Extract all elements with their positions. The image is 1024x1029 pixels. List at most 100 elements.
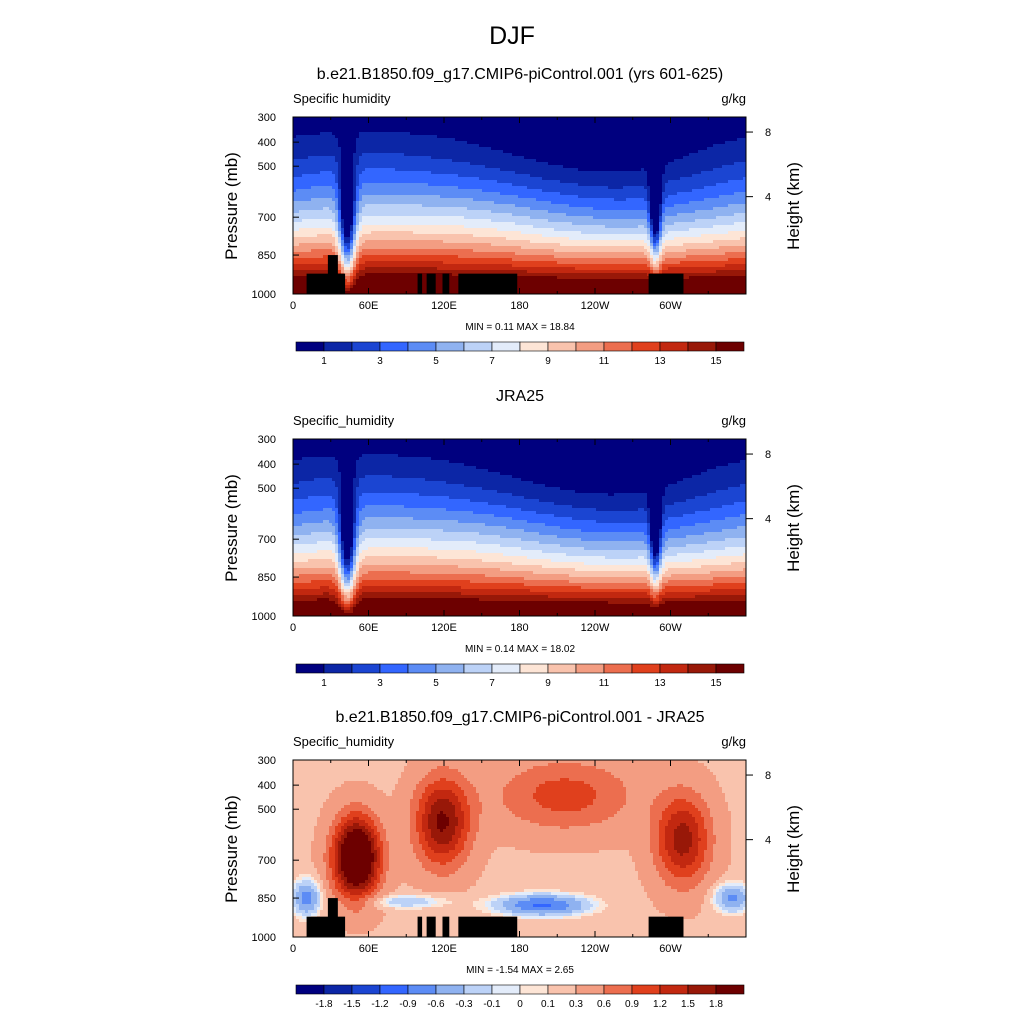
field-cell xyxy=(452,120,456,124)
field-cell xyxy=(674,156,678,160)
field-cell xyxy=(719,189,723,193)
field-cell xyxy=(524,177,528,181)
field-cell xyxy=(683,162,687,166)
field-cell xyxy=(518,153,522,157)
field-cell xyxy=(458,186,462,190)
field-cell xyxy=(620,183,624,187)
field-cell xyxy=(539,186,543,190)
field-cell xyxy=(659,204,663,208)
field-cell xyxy=(554,207,558,211)
field-cell xyxy=(341,138,345,142)
field-cell xyxy=(386,180,390,184)
field-cell xyxy=(599,123,603,127)
field-cell xyxy=(374,198,378,202)
field-cell xyxy=(422,138,426,142)
field-cell xyxy=(596,165,600,169)
field-cell xyxy=(614,135,618,139)
field-cell xyxy=(371,210,375,214)
field-cell xyxy=(431,168,435,172)
field-cell xyxy=(371,144,375,148)
field-cell xyxy=(713,177,717,181)
field-cell xyxy=(593,135,597,139)
field-cell xyxy=(569,180,573,184)
field-cell xyxy=(602,201,606,205)
field-cell xyxy=(410,186,414,190)
field-cell xyxy=(470,162,474,166)
field-cell xyxy=(641,141,645,145)
field-cell xyxy=(479,201,483,205)
field-cell xyxy=(479,198,483,202)
field-cell xyxy=(344,144,348,148)
field-cell xyxy=(731,180,735,184)
field-cell xyxy=(431,207,435,211)
field-cell xyxy=(323,123,327,127)
field-cell xyxy=(434,210,438,214)
field-cell xyxy=(512,126,516,130)
field-cell xyxy=(719,144,723,148)
field-cell xyxy=(677,120,681,124)
field-cell xyxy=(452,165,456,169)
field-cell xyxy=(371,141,375,145)
field-cell xyxy=(506,165,510,169)
field-cell xyxy=(569,210,573,214)
field-cell xyxy=(701,141,705,145)
field-cell xyxy=(464,201,468,205)
field-cell xyxy=(575,165,579,169)
field-cell xyxy=(740,189,744,193)
field-cell xyxy=(431,120,435,124)
field-cell xyxy=(356,174,360,178)
field-cell xyxy=(362,177,366,181)
field-cell xyxy=(371,168,375,172)
field-cell xyxy=(341,132,345,136)
field-cell xyxy=(485,174,489,178)
field-cell xyxy=(374,129,378,133)
field-cell xyxy=(467,207,471,211)
field-cell xyxy=(338,138,342,142)
field-cell xyxy=(521,183,525,187)
field-cell xyxy=(362,144,366,148)
field-cell xyxy=(632,162,636,166)
field-cell xyxy=(611,210,615,214)
field-cell xyxy=(386,162,390,166)
field-cell xyxy=(308,144,312,148)
field-cell xyxy=(572,138,576,142)
field-cell xyxy=(482,189,486,193)
field-cell xyxy=(575,210,579,214)
field-cell xyxy=(488,165,492,169)
field-cell xyxy=(722,192,726,196)
field-cell xyxy=(341,189,345,193)
field-cell xyxy=(458,144,462,148)
field-cell xyxy=(515,117,519,121)
field-cell xyxy=(293,135,297,139)
field-cell xyxy=(338,162,342,166)
field-cell xyxy=(365,147,369,151)
field-cell xyxy=(458,138,462,142)
field-cell xyxy=(695,120,699,124)
field-cell xyxy=(533,117,537,121)
field-cell xyxy=(572,180,576,184)
field-cell xyxy=(575,171,579,175)
field-cell xyxy=(398,171,402,175)
field-cell xyxy=(359,129,363,133)
field-cell xyxy=(395,186,399,190)
field-cell xyxy=(314,177,318,181)
field-cell xyxy=(305,138,309,142)
field-cell xyxy=(686,201,690,205)
field-cell xyxy=(545,120,549,124)
field-cell xyxy=(623,117,627,121)
field-cell xyxy=(566,135,570,139)
field-cell xyxy=(500,213,504,217)
field-cell xyxy=(623,141,627,145)
field-cell xyxy=(299,135,303,139)
field-cell xyxy=(350,198,354,202)
field-cell xyxy=(380,171,384,175)
field-cell xyxy=(542,123,546,127)
field-cell xyxy=(365,144,369,148)
field-cell xyxy=(530,213,534,217)
field-cell xyxy=(617,117,621,121)
field-cell xyxy=(575,174,579,178)
field-cell xyxy=(485,138,489,142)
field-cell xyxy=(377,147,381,151)
field-cell xyxy=(377,171,381,175)
field-cell xyxy=(626,132,630,136)
